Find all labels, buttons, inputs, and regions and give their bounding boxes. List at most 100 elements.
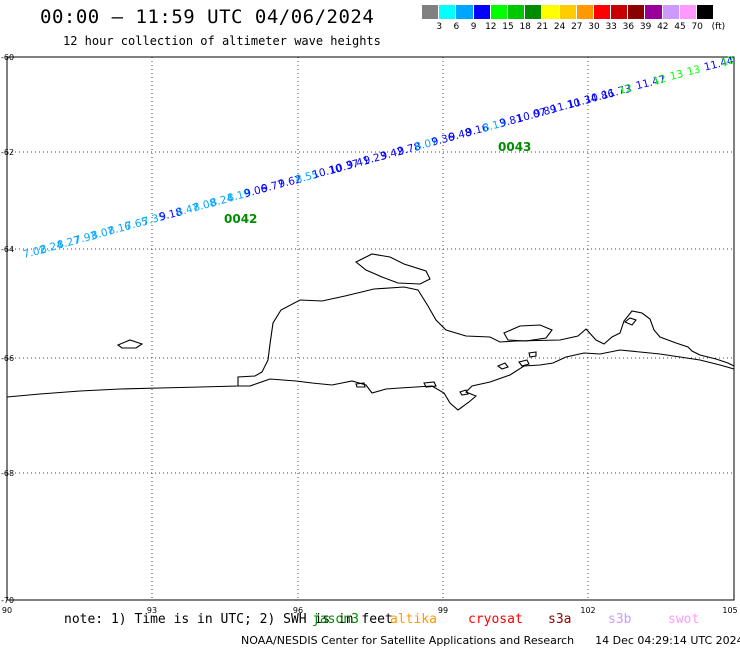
wave-height-label: 13 — [686, 63, 702, 78]
colorbar-swatch — [645, 5, 663, 19]
units-note: note: 1) Time is in UTC; 2) SWH is in fe… — [64, 612, 393, 627]
wave-height-label: 9.89 — [533, 103, 559, 120]
colorbar-swatch — [559, 5, 577, 19]
colorbar-tick-label: (ft) — [711, 22, 726, 32]
map-subtitle: 12 hour collection of altimeter wave hei… — [63, 34, 381, 48]
colorbar-tick-label: 30 — [588, 22, 600, 32]
wave-height-label: 8.47 — [175, 202, 201, 219]
longitude-tick-label: 96 — [293, 606, 303, 615]
colorbar-tick-label: 15 — [502, 22, 514, 32]
colorbar-swatch — [525, 5, 543, 19]
credit-line: NOAA/NESDIS Center for Satellite Applica… — [241, 634, 740, 647]
satellite-legend-s3b: s3b — [608, 612, 632, 627]
colorbar-tick-label: 42 — [657, 22, 669, 32]
coastline-islet-6 — [355, 382, 366, 388]
wave-height-label: 8.24 — [39, 239, 65, 256]
coastline-island-upper — [354, 253, 431, 285]
colorbar-tick-label: 6 — [453, 22, 460, 32]
latitude-tick-label: -62 — [1, 148, 14, 157]
latitude-tick-label: -64 — [1, 245, 14, 254]
colorbar-swatch — [628, 5, 646, 19]
colorbar-tick-label: 12 — [485, 22, 497, 32]
coastline-islet-7 — [459, 389, 469, 396]
colorbar-swatch — [697, 5, 715, 19]
longitude-tick-label: 99 — [438, 606, 448, 615]
colorbar-tick-label: 9 — [470, 22, 477, 32]
longitude-tick-label: 93 — [147, 606, 157, 615]
credit-text: NOAA/NESDIS Center for Satellite Applica… — [241, 634, 575, 647]
satellite-legend-s3a: s3a — [548, 612, 572, 627]
coastline-lake — [503, 324, 553, 342]
satellite-legend-swot: swot — [668, 612, 700, 627]
map-frame — [6, 56, 735, 601]
colorbar-swatch — [611, 5, 629, 19]
wave-height-label: 9.77 — [260, 178, 286, 195]
wave-height-label: 9.36 — [430, 131, 456, 148]
coastline — [6, 253, 735, 411]
colorbar-swatch — [542, 5, 560, 19]
wave-height-label: 9.23 — [362, 150, 388, 167]
longitude-tick-label: 102 — [580, 606, 595, 615]
colorbar-tick-label: 70 — [691, 22, 703, 32]
colorbar-tick-label: 18 — [519, 22, 531, 32]
wave-height-label: 7.65 — [124, 216, 150, 233]
colorbar-swatch — [490, 5, 508, 19]
track-id-0043: 0043 — [498, 140, 531, 154]
colorbar-swatch — [662, 5, 680, 19]
colorbar-swatch — [439, 5, 457, 19]
colorbar-tick-label: 33 — [605, 22, 617, 32]
coastline-main — [6, 286, 735, 411]
colorbar-tick-label: 21 — [536, 22, 549, 32]
wave-height-label: 9.18 — [158, 206, 184, 223]
wave-height-label: 12 — [720, 54, 736, 69]
coastline-islet-3 — [518, 359, 530, 367]
wave-height-label: 8.19 — [226, 187, 252, 204]
satellite-legend-jason3: jason3 — [312, 612, 359, 627]
wave-height-colorbar — [422, 5, 715, 19]
wave-height-label: 8.24 — [209, 192, 235, 209]
wave-height-label: 8.27 — [56, 234, 82, 251]
wave-height-label: 8.08 — [192, 197, 218, 214]
wave-height-label: 8.07 — [90, 225, 116, 242]
colorbar-tick-label: 27 — [571, 22, 583, 32]
colorbar-tick-label: 3 — [436, 22, 443, 32]
wave-height-label: 9.16 — [464, 122, 490, 139]
longitude-tick-label: 105 — [722, 606, 737, 615]
wave-height-track: 7.028.248.277.938.078.167.657.359.188.47… — [22, 54, 736, 261]
latitude-tick-label: -68 — [1, 469, 14, 478]
wave-height-label: 7.02 — [22, 244, 48, 261]
wave-height-label: 9.62 — [277, 173, 303, 190]
wave-height-label: 7.93 — [73, 230, 99, 247]
colorbar-tick-label: 39 — [639, 22, 652, 32]
wave-height-label: 7.35 — [141, 211, 167, 228]
latitude-tick-label: -66 — [1, 354, 14, 363]
wave-height-label: 9.81 — [499, 113, 525, 130]
coastline-island-left — [116, 339, 144, 349]
colorbar-swatch — [456, 5, 474, 19]
wave-height-label: 8.55 — [294, 169, 320, 186]
coastline-islet-5 — [423, 381, 437, 388]
colorbar-swatch — [593, 5, 612, 19]
colorbar-swatch — [507, 5, 526, 19]
colorbar-swatch — [473, 5, 491, 19]
wave-height-label: 9.06 — [243, 183, 269, 200]
coastline-islet-1 — [623, 317, 637, 326]
wave-height-label: 12 — [652, 73, 668, 88]
wave-height-label: 13 — [669, 68, 685, 83]
map-grid: 90 93 96 99 102 105-60-62-64-66-68-70 — [1, 53, 738, 615]
wave-height-label: 9.48 — [447, 127, 473, 144]
longitude-tick-label: 90 — [2, 606, 12, 615]
colorbar-tick-label: 24 — [553, 22, 566, 32]
wave-height-label: 8.07 — [413, 136, 439, 153]
coastline-islet-2 — [496, 362, 509, 370]
track-id-0042: 0042 — [224, 212, 257, 226]
satellite-legend-cryosat: cryosat — [468, 612, 523, 627]
wave-height-label: 9.41 — [345, 155, 371, 172]
colorbar-swatch — [422, 5, 440, 19]
colorbar-swatch — [576, 5, 594, 19]
wave-height-label: 9.42 — [379, 145, 405, 162]
coastline-islet-4 — [528, 351, 537, 358]
wave-height-label: 12 — [618, 82, 634, 97]
satellite-legend-altika: altika — [390, 612, 437, 627]
